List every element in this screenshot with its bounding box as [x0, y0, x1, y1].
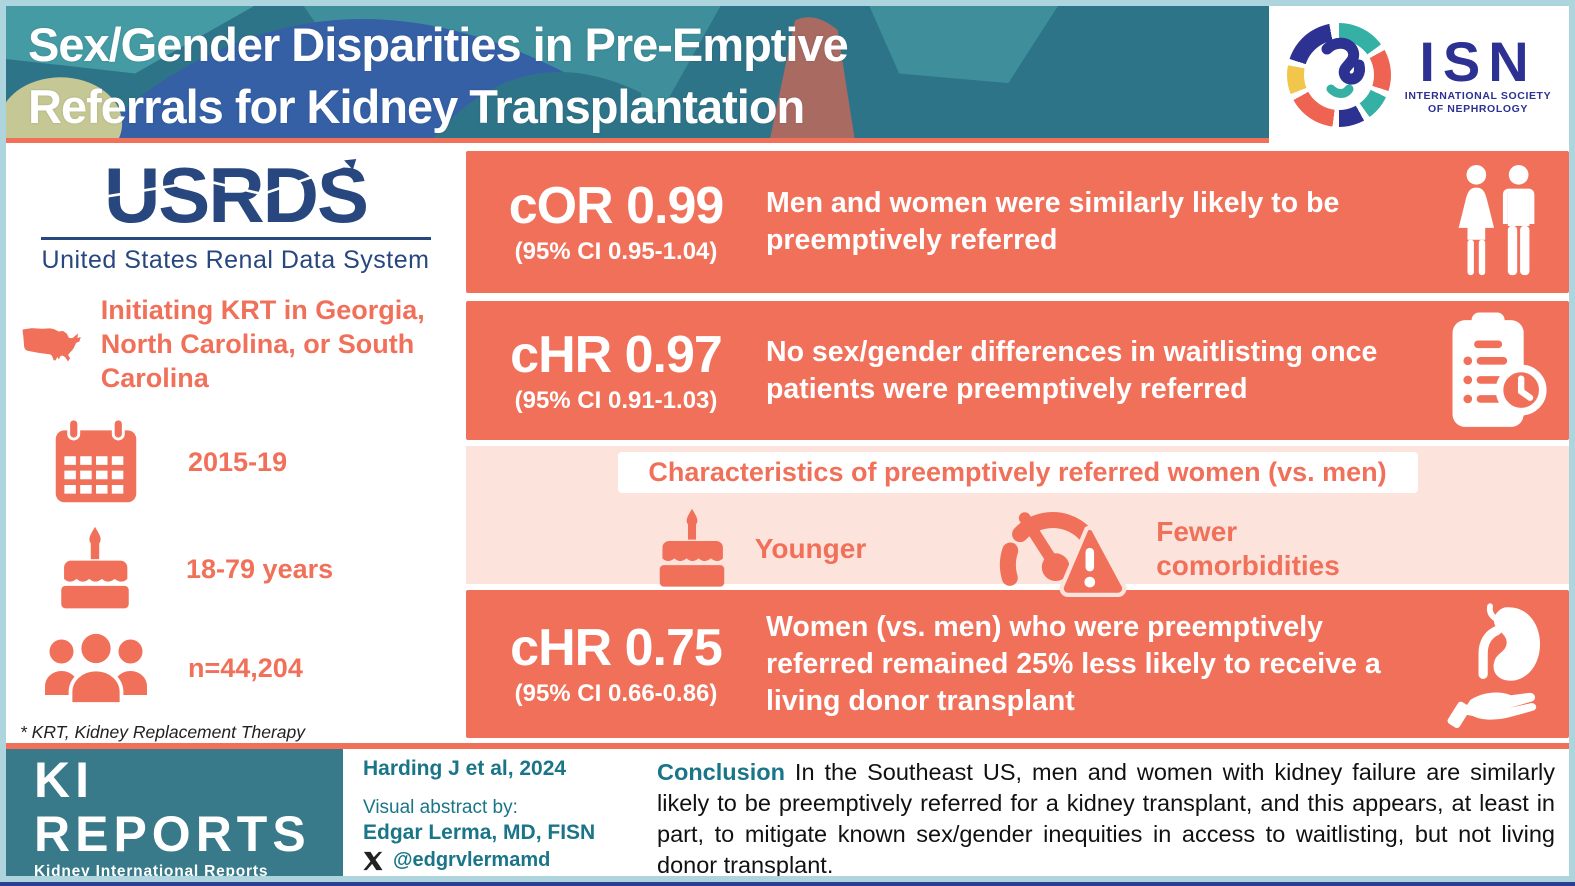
- finding-living-donor: cHR 0.75 (95% CI 0.66-0.86) Women (vs. m…: [466, 590, 1569, 738]
- isn-subtitle-line2: OF NEPHROLOGY: [1428, 102, 1528, 115]
- finding-preemptive-referral: cOR 0.99 (95% CI 0.95-1.04) Men and wome…: [466, 151, 1569, 293]
- conclusion-label: Conclusion: [657, 759, 785, 785]
- credit-name: Edgar Lerma, MD, FISN: [363, 821, 596, 844]
- gauge-warning-icon: [1000, 512, 1127, 597]
- characteristic-comorbidities: Fewer comorbidities: [986, 501, 1386, 597]
- checklist-clock-icon: [1452, 312, 1547, 427]
- ki-reports-name: KI REPORTS: [34, 752, 311, 862]
- finding2-ci: (95% CI 0.91-1.03): [514, 386, 718, 414]
- birthday-cake-icon: [659, 508, 724, 587]
- finding2-stat: cHR 0.97: [510, 325, 723, 384]
- age-range-label: 18-79 years: [186, 554, 334, 584]
- conclusion-body: In the Southeast US, men and women with …: [657, 759, 1555, 878]
- finding-waitlisting: cHR 0.97 (95% CI 0.91-1.03) No sex/gende…: [466, 301, 1569, 440]
- usrds-slash-arrow-icon: [103, 159, 357, 199]
- credit-label: Visual abstract by:: [363, 797, 518, 818]
- finding3-stat: cHR 0.75: [510, 619, 723, 677]
- sample-size-row: n=44,204: [20, 628, 451, 708]
- page-title-line1: Sex/Gender Disparities in Pre-Emptive: [28, 18, 849, 71]
- usrds-logo: USRDS United States Renal Data System: [20, 155, 451, 275]
- ki-reports-subtitle: Kidney International Reports: [34, 863, 269, 880]
- study-period-label: 2015-19: [188, 447, 288, 477]
- kidney-donation-icon: [1447, 603, 1540, 728]
- isn-logo: ISN INTERNATIONAL SOCIETY OF NEPHROLOGY: [1269, 6, 1569, 143]
- footer-band: KI REPORTS Kidney International Reports …: [6, 743, 1569, 880]
- finding2-text: No sex/gender differences in waitlisting…: [766, 335, 1378, 405]
- calendar-icon: [55, 417, 137, 503]
- twitter-handle: @edgrvlermamd: [393, 849, 551, 871]
- characteristic-comorbidities-label: Fewer comorbidities: [1156, 516, 1340, 581]
- usrds-name: USRDS: [103, 151, 369, 239]
- finding3-ci: (95% CI 0.66-0.86): [514, 680, 718, 707]
- x-twitter-icon: [363, 851, 383, 870]
- characteristics-section: Characteristics of preemptively referred…: [466, 446, 1569, 597]
- header-banner: Sex/Gender Disparities in Pre-Emptive Re…: [6, 6, 1569, 143]
- page-title-line2: Referrals for Kidney Transplantation: [28, 80, 805, 133]
- characteristics-heading: Characteristics of preemptively referred…: [617, 452, 1418, 493]
- finding1-stat: cOR 0.99: [508, 177, 725, 235]
- isn-kidney-glyph: [1321, 37, 1365, 98]
- man-woman-icon: [1458, 164, 1534, 276]
- krt-footnote: * KRT, Kidney Replacement Therapy: [20, 722, 306, 742]
- study-population-row: Initiating KRT in Georgia, North Carolin…: [20, 291, 451, 396]
- study-period-row: 2015-19: [20, 416, 451, 508]
- header-decorative-shapes: [6, 6, 1058, 138]
- birthday-cake-icon: [61, 526, 129, 609]
- finding1-ci: (95% CI 0.95-1.04): [514, 238, 718, 265]
- finding3-text: Women (vs. men) who were preemptively re…: [766, 610, 1381, 717]
- usrds-underline: [40, 237, 431, 240]
- credits-block: Harding J et al, 2024 Visual abstract by…: [343, 749, 643, 876]
- conclusion-text: Conclusion In the Southeast US, men and …: [643, 749, 1569, 878]
- isn-name: ISN: [1419, 29, 1537, 93]
- findings-column: cOR 0.99 (95% CI 0.95-1.04) Men and wome…: [461, 143, 1569, 743]
- sample-size-label: n=44,204: [188, 653, 303, 683]
- people-icon: [45, 630, 147, 706]
- study-sidebar: USRDS United States Renal Data System In…: [6, 143, 461, 743]
- study-population-label: Initiating KRT in Georgia, North Carolin…: [100, 294, 425, 393]
- citation: Harding J et al, 2024: [363, 757, 567, 780]
- usrds-subtitle: United States Renal Data System: [41, 246, 430, 274]
- age-range-row: 18-79 years: [20, 524, 451, 614]
- us-map-icon: [22, 328, 81, 362]
- characteristic-younger-label: Younger: [754, 533, 867, 564]
- isn-ring-icon: [1286, 22, 1391, 127]
- finding1-text: Men and women were similarly likely to b…: [766, 187, 1340, 256]
- ki-reports-logo: KI REPORTS Kidney International Reports: [6, 749, 343, 880]
- usrds-wordmark: USRDS: [103, 155, 369, 235]
- characteristic-younger: Younger: [649, 506, 866, 592]
- main-area: USRDS United States Renal Data System In…: [6, 143, 1569, 743]
- isn-subtitle-line1: INTERNATIONAL SOCIETY: [1404, 89, 1552, 102]
